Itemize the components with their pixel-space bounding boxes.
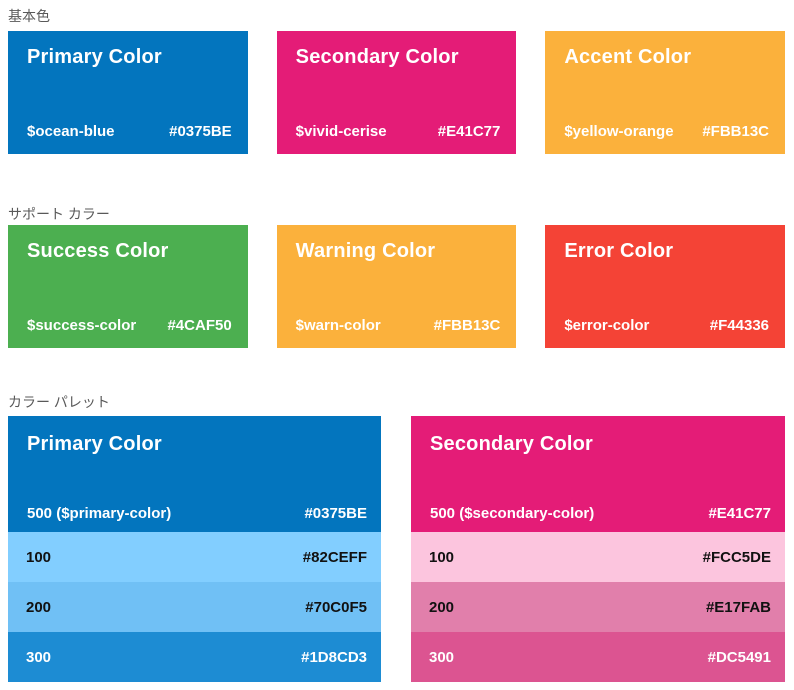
section-heading-support-colors: サポート カラー [8,206,110,222]
shade-row-100: 100 #FCC5DE [411,532,785,582]
basic-colors-row: Primary Color $ocean-blue #0375BE Second… [8,31,786,154]
shade-row-300: 300 #1D8CD3 [8,632,381,682]
color-variable-name: $success-color [27,317,137,334]
color-card-success: Success Color $success-color #4CAF50 [8,225,248,348]
color-variable-name: $vivid-cerise [295,123,387,140]
palette-header-meta: 500 ($primary-color) #0375BE [27,505,367,522]
color-hex-value: #F44336 [709,317,770,334]
color-hex-value: #0375BE [304,505,367,522]
shade-label: 300 [429,648,455,666]
color-variable-name: $warn-color [295,317,381,334]
color-hex-value: #FBB13C [702,123,770,140]
shade-label: 100 [429,548,455,566]
color-style-guide-page: 基本色 Primary Color $ocean-blue #0375BE Se… [0,8,794,690]
color-hex-value: #70C0F5 [305,598,367,616]
color-card-primary: Primary Color $ocean-blue #0375BE [8,31,248,154]
color-card-accent: Accent Color $yellow-orange #FBB13C [545,31,786,154]
color-card-meta: $success-color #4CAF50 [27,317,232,334]
shade-label: 300 [26,648,52,666]
palette-header-meta: 500 ($secondary-color) #E41C77 [430,505,771,522]
section-heading-basic-colors: 基本色 [8,8,50,24]
color-hex-value: #4CAF50 [167,317,232,334]
color-hex-value: #82CEFF [302,548,367,566]
color-card-meta: $ocean-blue #0375BE [27,123,232,140]
color-hex-value: #1D8CD3 [301,648,367,666]
color-card-warning: Warning Color $warn-color #FBB13C [276,225,517,348]
shade-label: 500 ($secondary-color) [430,505,595,522]
palette-secondary: Secondary Color 500 ($secondary-color) #… [411,416,785,682]
section-heading-color-palette: カラー パレット [8,394,110,410]
color-variable-name: $ocean-blue [27,123,115,140]
palette-title: Secondary Color [430,433,594,455]
shade-row-300: 300 #DC5491 [411,632,785,682]
color-hex-value: #E41C77 [437,123,501,140]
palette-title: Primary Color [27,433,162,455]
color-card-title: Warning Color [295,240,436,262]
shade-label: 200 [26,598,52,616]
shade-row-100: 100 #82CEFF [8,532,381,582]
color-hex-value: #0375BE [169,123,232,140]
shade-label: 200 [429,598,455,616]
color-palette-row: Primary Color 500 ($primary-color) #0375… [8,416,785,682]
shade-label: 100 [26,548,52,566]
color-card-title: Primary Color [27,46,162,68]
color-hex-value: #FBB13C [433,317,501,334]
color-hex-value: #E41C77 [708,505,771,522]
color-card-meta: $yellow-orange #FBB13C [564,123,769,140]
color-hex-value: #E17FAB [705,598,771,616]
shade-row-200: 200 #E17FAB [411,582,785,632]
color-card-secondary: Secondary Color $vivid-cerise #E41C77 [276,31,517,154]
color-card-error: Error Color $error-color #F44336 [545,225,786,348]
color-card-title: Secondary Color [295,46,459,68]
color-card-meta: $vivid-cerise #E41C77 [296,123,501,140]
color-card-title: Error Color [564,240,674,262]
color-card-meta: $warn-color #FBB13C [296,317,501,334]
color-hex-value: #FCC5DE [702,548,771,566]
color-hex-value: #DC5491 [707,648,771,666]
support-colors-row: Success Color $success-color #4CAF50 War… [8,225,786,348]
color-card-title: Accent Color [564,46,692,68]
shade-label: 500 ($primary-color) [27,505,172,522]
palette-header-500: Secondary Color 500 ($secondary-color) #… [411,416,785,532]
color-card-title: Success Color [27,240,169,262]
palette-primary: Primary Color 500 ($primary-color) #0375… [8,416,381,682]
color-variable-name: $yellow-orange [564,123,674,140]
shade-row-200: 200 #70C0F5 [8,582,381,632]
palette-header-500: Primary Color 500 ($primary-color) #0375… [8,416,381,532]
color-variable-name: $error-color [564,317,650,334]
color-card-meta: $error-color #F44336 [564,317,769,334]
